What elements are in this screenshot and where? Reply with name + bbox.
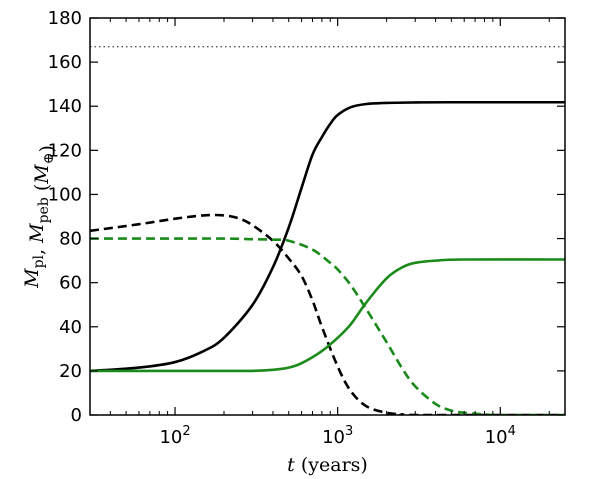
y-tick-label: 160 [48, 52, 82, 73]
y-tick-label: 0 [71, 405, 82, 426]
series-layer [90, 45, 565, 415]
ticks-layer: 0 20 40 60 80 100 120 140 160 180 102 103 104 [48, 8, 565, 448]
series-line-2 [90, 213, 565, 415]
series-line-4 [90, 237, 565, 415]
y-tick-label: 80 [59, 229, 82, 250]
y-tick-label: 100 [48, 184, 82, 205]
y-tick-label: 40 [59, 317, 82, 338]
x-axis-label: t (years) [287, 454, 368, 476]
y-tick-label: 60 [59, 273, 82, 294]
y-axis-label: Mpl, Mpeb (M⊕) [21, 145, 58, 289]
x-tick-label: 104 [485, 424, 516, 448]
y-tick-label: 140 [48, 96, 82, 117]
series-line-3 [90, 258, 565, 373]
x-tick-label: 103 [322, 424, 353, 448]
y-tick-label: 120 [48, 140, 82, 161]
y-tick-label: 20 [59, 361, 82, 382]
plot-frame [89, 17, 566, 416]
series-line-1 [90, 100, 565, 373]
x-tick-label: 102 [159, 424, 190, 448]
y-tick-label: 180 [48, 8, 82, 29]
